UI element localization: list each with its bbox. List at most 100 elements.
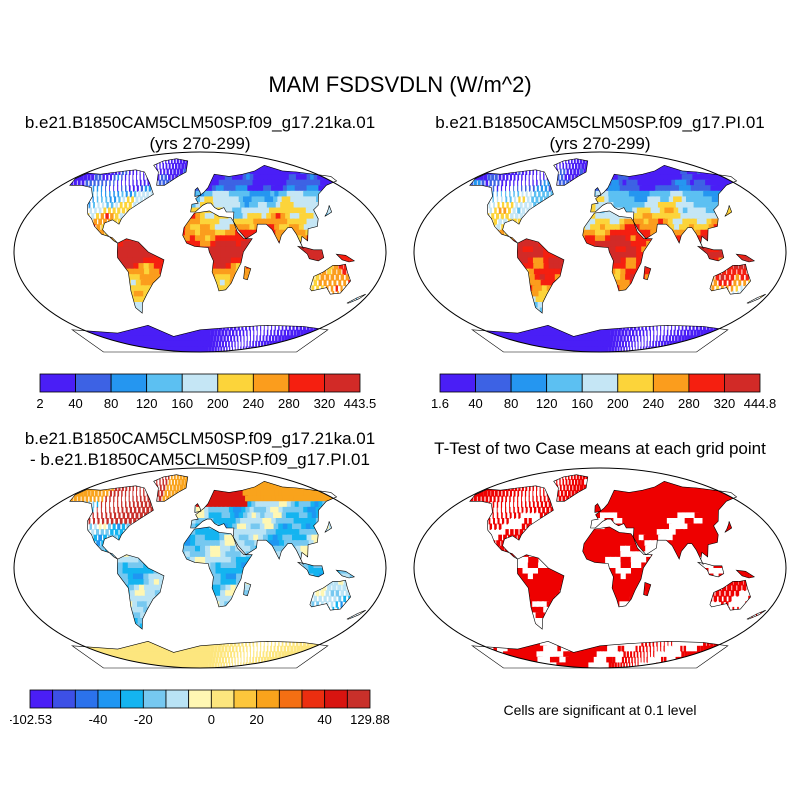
map-cell (614, 329, 618, 337)
map-cell (626, 179, 633, 187)
map-cell (272, 152, 282, 158)
map-cell (641, 179, 649, 187)
map-cell (517, 252, 524, 259)
map-cell (105, 179, 107, 187)
map-cell (110, 152, 115, 158)
map-cell (225, 257, 232, 264)
map-cell (521, 179, 522, 187)
map-cell (491, 213, 495, 220)
map-cell (600, 196, 606, 203)
map-cell (630, 229, 637, 237)
map-cell (275, 152, 285, 158)
map-cell (519, 213, 524, 220)
map-cell (530, 152, 534, 158)
map-cell (128, 268, 136, 276)
map-cell (274, 324, 276, 331)
map-cell (194, 346, 199, 352)
map-cell (281, 196, 290, 203)
map-cell (533, 190, 537, 198)
map-cell (221, 196, 228, 203)
map-cell (122, 252, 129, 259)
map-cell (670, 190, 679, 198)
map-cell (117, 207, 121, 214)
map-cell (280, 329, 283, 337)
map-cell (252, 179, 261, 187)
map-cell (224, 218, 231, 226)
map-cell (292, 218, 300, 226)
map-cell (230, 240, 237, 248)
map-cell (528, 202, 532, 209)
map-cell (90, 158, 97, 164)
map-cell (133, 290, 141, 298)
map-cell (622, 202, 629, 209)
map-cell (119, 152, 123, 158)
map-cell (525, 190, 528, 198)
map-cell (589, 229, 596, 237)
map-cell (285, 196, 295, 203)
map-cell (526, 196, 530, 203)
map-cell (210, 246, 217, 253)
map-cell (252, 324, 255, 331)
map-cell (294, 213, 303, 220)
map-cell (174, 163, 178, 170)
map-cell (629, 218, 636, 226)
map-cell (532, 246, 539, 253)
map-cell (504, 152, 510, 158)
map-cell (543, 324, 552, 331)
map-cell (233, 190, 240, 198)
map-cell (208, 190, 214, 198)
map-cell (542, 190, 545, 198)
map-cell (624, 190, 631, 198)
map-cell (274, 224, 282, 231)
map-cell (662, 202, 670, 209)
map-cell (242, 174, 250, 181)
map-cell (676, 329, 679, 337)
map-cell (687, 158, 698, 164)
map-cell (558, 263, 566, 270)
map-cell (749, 257, 755, 264)
map-cell (226, 346, 228, 352)
map-cell (533, 302, 541, 309)
map-cell (113, 185, 115, 192)
map-cell (124, 152, 128, 158)
map-cell (220, 252, 227, 259)
map-cell (535, 196, 539, 203)
map-cell (540, 185, 543, 192)
map-cell (127, 246, 134, 253)
map-cell (109, 196, 112, 203)
map-cell (100, 185, 103, 192)
map-cell (246, 340, 248, 348)
map-cell (165, 340, 172, 348)
map-cell (250, 335, 251, 342)
map-cell (185, 346, 191, 352)
map-cell (232, 207, 239, 214)
map-cell (649, 329, 651, 337)
map-cell (259, 335, 261, 342)
map-cell (130, 296, 139, 303)
map-cell (244, 202, 252, 209)
map-cell (322, 268, 327, 276)
map-cell (253, 329, 255, 337)
map-cell (106, 202, 109, 209)
map-cell (695, 158, 708, 164)
map-cell (184, 235, 191, 242)
map-cell (571, 163, 575, 170)
map-cell (557, 329, 565, 337)
map-cell (290, 158, 301, 164)
map-cell (270, 213, 279, 220)
map-cell (147, 179, 150, 187)
map-cell (298, 202, 307, 209)
map-cell (131, 196, 134, 203)
map-cell (615, 274, 621, 281)
map-cell (550, 329, 558, 337)
map-cell (101, 196, 103, 203)
panel-1-title-line1: b.e21.B1850CAM5CLM50SP.f09_g17.21ka.01 (24, 113, 376, 132)
map-cell (670, 152, 680, 158)
map-cell (674, 324, 676, 331)
map-cell (706, 202, 716, 209)
map-cell (641, 190, 649, 198)
map-cell (610, 329, 615, 337)
map-cell (228, 174, 235, 181)
map-cell (500, 213, 504, 220)
map-cell (267, 324, 269, 331)
